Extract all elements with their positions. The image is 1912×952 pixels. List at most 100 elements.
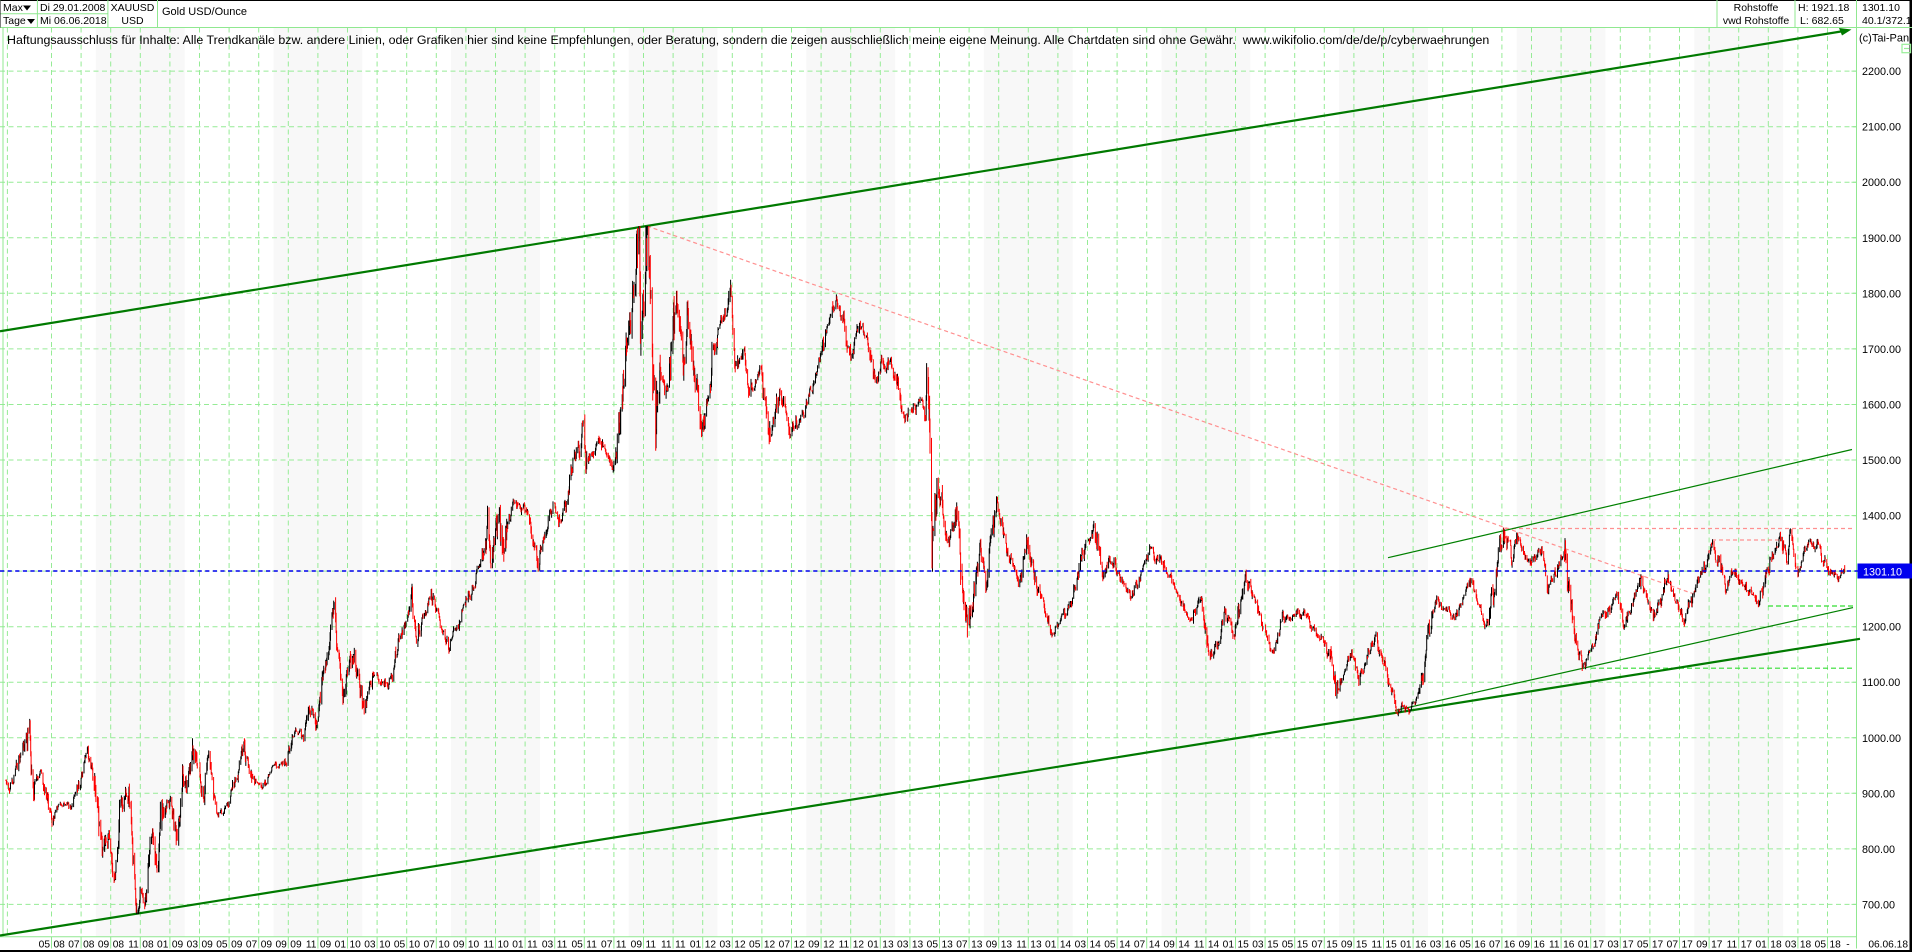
- svg-text:Gold USD/Ounce: Gold USD/Ounce: [162, 6, 247, 18]
- svg-text:05: 05: [1282, 940, 1294, 951]
- svg-text:700.00: 700.00: [1862, 899, 1895, 911]
- svg-text:01: 01: [1223, 940, 1235, 951]
- svg-text:01: 01: [512, 940, 524, 951]
- svg-text:11: 11: [586, 940, 597, 951]
- svg-text:17: 17: [1682, 940, 1694, 951]
- svg-text:08: 08: [83, 940, 95, 951]
- svg-text:1000.00: 1000.00: [1862, 733, 1901, 745]
- svg-text:15: 15: [1297, 940, 1309, 951]
- svg-text:11: 11: [1016, 940, 1027, 951]
- svg-text:vwd Rohstoffe: vwd Rohstoffe: [1723, 15, 1790, 27]
- svg-text:08: 08: [142, 940, 154, 951]
- svg-text:11: 11: [839, 940, 850, 951]
- svg-text:10: 10: [409, 940, 421, 951]
- svg-text:03: 03: [897, 940, 909, 951]
- svg-text:12: 12: [734, 940, 746, 951]
- svg-text:1700.00: 1700.00: [1862, 344, 1901, 356]
- svg-text:01: 01: [1045, 940, 1057, 951]
- svg-text:Rohstoffe: Rohstoffe: [1734, 2, 1779, 14]
- svg-text:-: -: [1846, 940, 1849, 951]
- svg-text:11: 11: [483, 940, 494, 951]
- svg-text:08: 08: [113, 940, 125, 951]
- svg-text:07: 07: [246, 940, 258, 951]
- svg-text:12: 12: [794, 940, 806, 951]
- svg-text:10: 10: [438, 940, 450, 951]
- svg-text:13: 13: [912, 940, 924, 951]
- svg-text:1900.00: 1900.00: [1862, 233, 1901, 245]
- svg-text:1200.00: 1200.00: [1862, 622, 1901, 634]
- svg-text:11: 11: [616, 940, 627, 951]
- svg-text:03: 03: [1430, 940, 1442, 951]
- svg-text:11: 11: [306, 940, 317, 951]
- svg-text:03: 03: [719, 940, 731, 951]
- svg-text:13: 13: [1030, 940, 1042, 951]
- svg-text:XAUUSD: XAUUSD: [111, 2, 155, 14]
- svg-text:03: 03: [364, 940, 376, 951]
- svg-text:2000.00: 2000.00: [1862, 177, 1901, 189]
- svg-text:14: 14: [1208, 940, 1220, 951]
- svg-text:2200.00: 2200.00: [1862, 66, 1901, 78]
- svg-text:09: 09: [231, 940, 243, 951]
- svg-text:16: 16: [1563, 940, 1575, 951]
- svg-text:1100.00: 1100.00: [1862, 677, 1900, 689]
- svg-text:14: 14: [1060, 940, 1072, 951]
- svg-text:Di 29.01.2008: Di 29.01.2008: [40, 2, 106, 14]
- svg-text:18: 18: [1800, 940, 1812, 951]
- svg-text:05: 05: [1815, 940, 1827, 951]
- svg-text:Mi 06.06.2018: Mi 06.06.2018: [40, 15, 107, 27]
- svg-text:01: 01: [1755, 940, 1767, 951]
- svg-text:13: 13: [882, 940, 894, 951]
- svg-text:1301.10: 1301.10: [1862, 2, 1900, 14]
- svg-text:14: 14: [1178, 940, 1190, 951]
- svg-text:1500.00: 1500.00: [1862, 455, 1901, 467]
- svg-text:17: 17: [1622, 940, 1634, 951]
- svg-text:1600.00: 1600.00: [1862, 400, 1901, 412]
- svg-text:07: 07: [779, 940, 791, 951]
- svg-text:10: 10: [468, 940, 480, 951]
- svg-text:09: 09: [202, 940, 214, 951]
- svg-text:17: 17: [1711, 940, 1723, 951]
- svg-text:05: 05: [571, 940, 583, 951]
- svg-text:01: 01: [690, 940, 702, 951]
- svg-text:09: 09: [1163, 940, 1175, 951]
- svg-text:07: 07: [423, 940, 435, 951]
- svg-text:11: 11: [646, 940, 657, 951]
- svg-text:03: 03: [1252, 940, 1264, 951]
- svg-text:09: 09: [172, 940, 184, 951]
- svg-text:800.00: 800.00: [1862, 844, 1895, 856]
- svg-text:09: 09: [453, 940, 465, 951]
- svg-text:15: 15: [1356, 940, 1368, 951]
- svg-text:01: 01: [157, 940, 169, 951]
- svg-text:Haftungsausschluss für Inhalte: Haftungsausschluss für Inhalte: Alle Tre…: [7, 33, 1489, 47]
- svg-text:1800.00: 1800.00: [1862, 288, 1901, 300]
- svg-text:09: 09: [290, 940, 302, 951]
- svg-text:05: 05: [216, 940, 228, 951]
- svg-text:07: 07: [1489, 940, 1501, 951]
- svg-text:900.00: 900.00: [1862, 788, 1895, 800]
- svg-text:40.1/372.1: 40.1/372.1: [1862, 15, 1912, 27]
- svg-text:H: 1921.18: H: 1921.18: [1798, 2, 1850, 14]
- svg-text:09: 09: [1341, 940, 1353, 951]
- svg-text:11: 11: [1727, 940, 1738, 951]
- svg-text:09: 09: [808, 940, 820, 951]
- svg-text:12: 12: [705, 940, 717, 951]
- svg-text:13: 13: [1001, 940, 1013, 951]
- svg-text:16: 16: [1534, 940, 1546, 951]
- svg-text:06.06.18: 06.06.18: [1868, 940, 1908, 951]
- svg-text:03: 03: [187, 940, 199, 951]
- svg-text:03: 03: [542, 940, 554, 951]
- svg-text:15: 15: [1326, 940, 1338, 951]
- svg-text:15: 15: [1267, 940, 1279, 951]
- svg-text:16: 16: [1474, 940, 1486, 951]
- svg-text:10: 10: [498, 940, 510, 951]
- svg-text:15: 15: [1386, 940, 1398, 951]
- svg-text:09: 09: [1519, 940, 1531, 951]
- svg-text:12: 12: [764, 940, 776, 951]
- svg-text:10: 10: [350, 940, 362, 951]
- svg-text:(c)Tai-Pan: (c)Tai-Pan: [1859, 33, 1909, 45]
- svg-text:09: 09: [986, 940, 998, 951]
- svg-text:03: 03: [1607, 940, 1619, 951]
- svg-text:07: 07: [1667, 940, 1679, 951]
- svg-text:11: 11: [675, 940, 686, 951]
- svg-text:1301.10: 1301.10: [1863, 567, 1902, 579]
